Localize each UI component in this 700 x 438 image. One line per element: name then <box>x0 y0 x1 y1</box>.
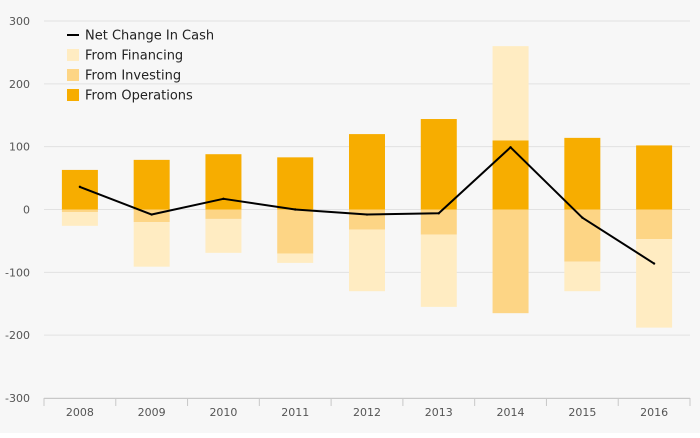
net-change-point-2011 <box>294 208 297 211</box>
axes: 300 200 100 0 -100 -200 -300 2008 2009 2010 2011 20… <box>5 15 691 419</box>
bar-from-financing-2016 <box>636 239 673 328</box>
net-change-point-2010 <box>222 197 225 201</box>
x-tick-label: 2009 <box>138 406 166 419</box>
x-tick-label: 2016 <box>640 406 668 419</box>
y-tick-label: -300 <box>5 392 30 405</box>
bar-from-operations-2013 <box>420 119 457 210</box>
bar-from-operations-2012 <box>349 134 385 210</box>
bar-from-financing-2013 <box>420 234 457 307</box>
y-tick-label: 100 <box>9 141 30 154</box>
legend: Net Change In Cash From Financing From Inv… <box>67 29 214 104</box>
bar-from-operations-2009 <box>133 159 170 210</box>
y-tick-label: -200 <box>5 329 30 342</box>
x-tick-label: 2014 <box>497 406 525 419</box>
net-change-point-2012 <box>365 213 369 216</box>
x-tick-label: 2012 <box>353 406 381 419</box>
x-tick-label: 2011 <box>281 406 309 419</box>
bar-from-investing-2011 <box>277 209 314 254</box>
bar-from-financing-2010 <box>205 218 242 253</box>
x-tick-label: 2015 <box>568 406 596 419</box>
legend-swatch-from-financing <box>67 49 79 61</box>
bar-from-operations-2011 <box>277 157 314 210</box>
bar-from-financing-2015 <box>564 261 601 292</box>
x-tick-label: 2013 <box>425 406 453 419</box>
net-change-point-2014 <box>509 146 512 149</box>
legend-label-from-investing: From Investing <box>85 69 181 84</box>
bar-from-financing-2011 <box>277 253 314 263</box>
bar-from-investing-2016 <box>636 209 673 240</box>
bar-from-investing-2008 <box>61 209 98 213</box>
bar-from-investing-2014 <box>492 209 529 314</box>
legend-label-from-financing: From Financing <box>85 49 183 64</box>
bar-from-financing-2014 <box>492 46 529 141</box>
legend-label-from-operations: From Operations <box>85 89 193 104</box>
net-change-point-2013 <box>437 212 440 215</box>
y-tick-label: -100 <box>5 266 30 279</box>
legend-swatch-from-operations <box>67 89 79 101</box>
bar-from-financing-2012 <box>349 229 385 292</box>
x-tick-label: 2010 <box>209 406 237 419</box>
bar-from-operations-2016 <box>636 145 673 210</box>
y-tick-label: 0 <box>23 204 30 217</box>
net-change-point-2008 <box>78 185 82 189</box>
net-change-line-group <box>78 146 656 265</box>
y-tick-label: 200 <box>9 78 30 91</box>
bar-from-operations-2008 <box>61 169 98 210</box>
y-tick-label: 300 <box>9 15 30 28</box>
bar-from-investing-2012 <box>349 209 385 230</box>
bar-from-financing-2008 <box>61 212 98 226</box>
bar-from-investing-2010 <box>205 209 242 219</box>
bar-from-operations-2015 <box>564 137 601 210</box>
x-tick-label: 2008 <box>66 406 94 419</box>
net-change-point-2015 <box>581 216 584 219</box>
legend-swatch-from-investing <box>67 69 79 81</box>
net-change-point-2009 <box>150 213 153 216</box>
legend-label-net-change-in-cash: Net Change In Cash <box>85 29 214 44</box>
net-change-point-2016 <box>652 262 656 265</box>
bars <box>61 46 673 328</box>
bar-from-financing-2009 <box>133 222 170 267</box>
bar-from-operations-2014 <box>492 140 529 210</box>
